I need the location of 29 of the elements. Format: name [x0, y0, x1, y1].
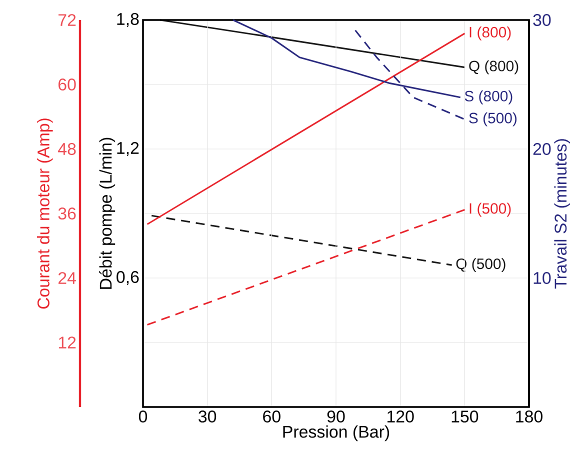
y-axis-title: Débit pompe (L/min): [99, 138, 116, 289]
y3-tick-label: 20: [533, 143, 551, 155]
series-label: Q (500): [456, 258, 506, 272]
y3-tick-label: 10: [534, 272, 551, 284]
series-label: S (500): [469, 112, 517, 126]
x-tick-label: 30: [198, 410, 216, 423]
y2-axis-title: Courant du moteur (Amp): [37, 118, 53, 309]
x-tick-label: 150: [452, 410, 478, 423]
y-tick-label: 1,8: [117, 13, 139, 27]
y2-tick-label: 60: [58, 78, 76, 91]
x-tick-label: 180: [516, 410, 542, 423]
y-tick-label: 0,6: [116, 271, 139, 285]
series-label: Q (800): [469, 60, 518, 74]
x-tick-label: 0: [138, 410, 148, 423]
y2-tick-label: 72: [58, 14, 76, 26]
y3-axis-title: Travail S2 (minutes): [554, 139, 570, 289]
y-tick-label: 1,2: [117, 142, 139, 156]
series-label: I (800): [470, 26, 511, 40]
y2-tick-label: 24: [58, 272, 76, 284]
x-axis-title: Pression (Bar): [283, 425, 390, 442]
series-label: S (800): [464, 90, 512, 104]
y2-tick-label: 12: [58, 336, 76, 348]
y2-tick-label: 36: [58, 208, 76, 220]
x-tick-label: 90: [327, 410, 345, 423]
x-tick-label: 120: [388, 410, 414, 423]
series-label: I (500): [470, 202, 511, 217]
x-tick-label: 60: [263, 410, 280, 423]
y3-tick-label: 30: [533, 14, 551, 26]
y2-tick-label: 48: [58, 143, 76, 156]
